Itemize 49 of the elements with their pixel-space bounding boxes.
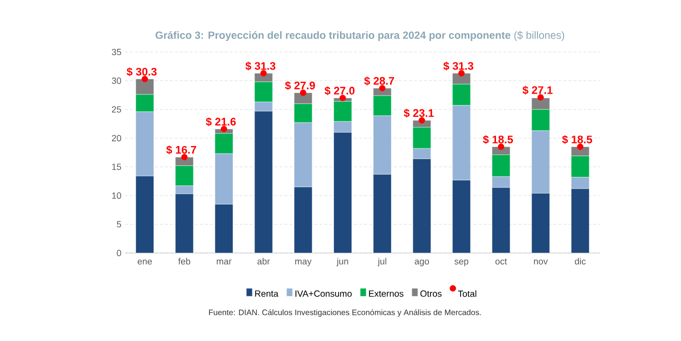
- x-tick-label: ene: [138, 260, 152, 265]
- legend-label: Total: [458, 290, 476, 297]
- data-label: $ 21.6: [206, 117, 236, 126]
- y-tick-label: 5: [116, 221, 122, 228]
- x-tick-label: ago: [414, 260, 429, 266]
- x-tick-label: mar: [216, 260, 232, 265]
- x-tick-label: oct: [495, 258, 507, 265]
- point: [537, 94, 544, 101]
- point: [181, 154, 188, 160]
- data-label: $ 18.5: [482, 135, 513, 144]
- chart-title: Gráfico 3: Proyección del recaudo tributario para 2024 por componente ($ billones): [156, 31, 564, 41]
- x-tick-label: feb: [178, 258, 190, 265]
- point: [300, 90, 306, 96]
- y-tick-label: 20: [112, 134, 122, 142]
- y-tick-label: 15: [112, 164, 122, 170]
- point: [220, 126, 228, 132]
- data-label: $ 27.9: [285, 81, 315, 90]
- data-label: $ 27.1: [522, 86, 553, 95]
- x-tick-label: jun: [336, 258, 348, 266]
- legend-label: Otros: [420, 290, 442, 297]
- point: [458, 70, 465, 76]
- x-tick-label: may: [295, 260, 312, 266]
- y-tick-label: 25: [112, 106, 122, 113]
- x-tick-label: sep: [454, 260, 468, 266]
- y-tick-label: 10: [112, 192, 122, 199]
- y-tick-label: 0: [116, 250, 122, 256]
- x-tick-label: dic: [574, 258, 586, 265]
- data-label: $ 30.3: [126, 67, 157, 76]
- data-label: $ 16.7: [166, 145, 196, 154]
- data-label: $ 27.0: [324, 86, 354, 96]
- data-label: $ 28.7: [364, 76, 394, 86]
- point: [379, 84, 386, 92]
- x-tick-label: jul: [378, 258, 386, 266]
- data-label: $ 23.1: [404, 108, 434, 118]
- legend-label: Externos: [369, 290, 404, 297]
- data-label: $ 31.3: [443, 62, 474, 71]
- y-tick-label: 30: [112, 78, 122, 84]
- data-label: $ 18.5: [562, 135, 592, 144]
- point: [498, 144, 504, 150]
- legend-label: IVA+Consumo: [296, 290, 352, 297]
- x-tick-label: abr: [257, 258, 270, 265]
- point: [577, 144, 584, 150]
- data-label: $ 31.3: [245, 62, 276, 71]
- legend-label: Renta: [255, 290, 278, 297]
- y-tick-label: 35: [112, 48, 122, 56]
- x-tick-label: nov: [534, 260, 548, 265]
- point: [142, 76, 148, 82]
- point: [260, 70, 267, 76]
- point: [340, 94, 346, 102]
